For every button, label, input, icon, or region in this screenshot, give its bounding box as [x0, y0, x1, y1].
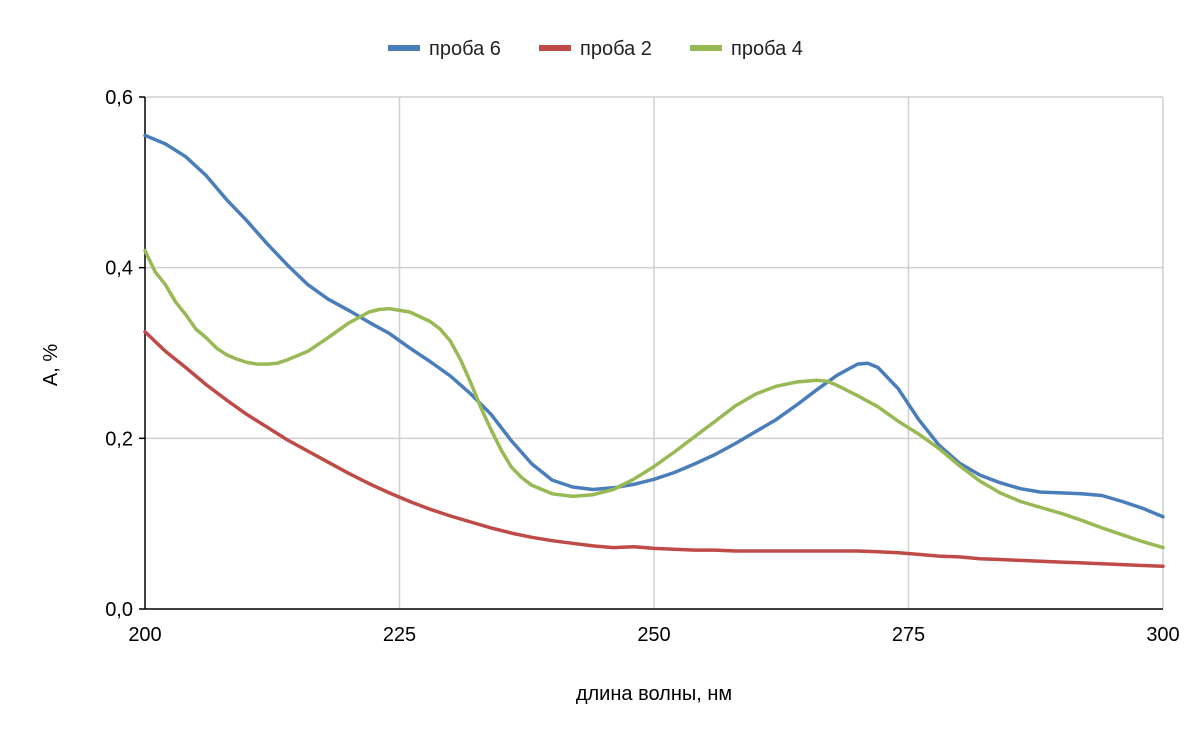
legend-label-2: проба 2: [580, 38, 652, 60]
y-tick-label: 0,2: [105, 428, 133, 450]
tick-labels: 200 225 250 275 300 0,0 0,2 0,4 0,6: [105, 87, 1180, 646]
legend-label-1: проба 6: [429, 38, 501, 60]
y-tick-label: 0,0: [105, 599, 133, 621]
series-lines: [143, 133, 1165, 569]
series-line-2: [143, 329, 1165, 569]
x-tick-label: 250: [637, 624, 670, 646]
legend-label-3: проба 4: [731, 38, 803, 60]
series-line-3: [143, 248, 1165, 550]
x-tick-label: 300: [1146, 624, 1179, 646]
x-tick-label: 200: [128, 624, 161, 646]
gridlines: [145, 96, 1164, 609]
series-line-1: [143, 133, 1165, 519]
x-axis-title: длина волны, нм: [576, 683, 732, 705]
axes: [139, 96, 1163, 610]
y-tick-label: 0,6: [105, 87, 133, 109]
x-tick-label: 225: [383, 624, 416, 646]
y-tick-label: 0,4: [105, 258, 133, 280]
legend: проба 6 проба 2 проба 4: [388, 38, 803, 60]
y-axis-title: A, %: [40, 344, 62, 386]
x-tick-label: 275: [892, 624, 925, 646]
